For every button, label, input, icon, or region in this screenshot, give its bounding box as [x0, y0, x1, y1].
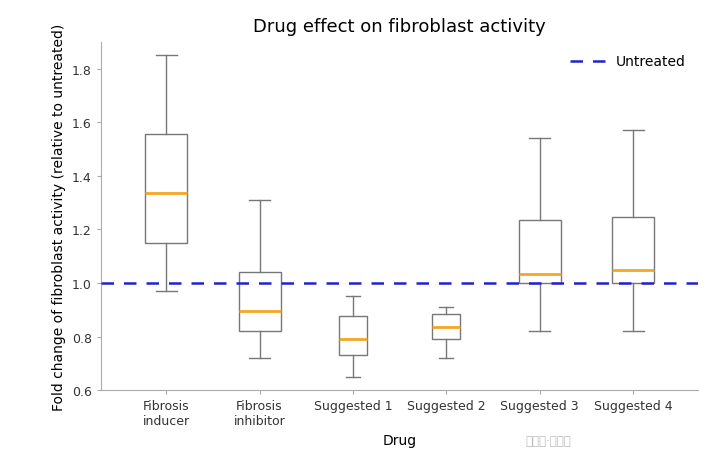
Y-axis label: Fold change of fibroblast activity (relative to untreated): Fold change of fibroblast activity (rela… — [53, 23, 66, 410]
PathPatch shape — [339, 317, 367, 356]
Title: Drug effect on fibroblast activity: Drug effect on fibroblast activity — [253, 18, 546, 36]
PathPatch shape — [612, 218, 654, 283]
Text: 公众号·量子位: 公众号·量子位 — [526, 435, 572, 447]
Legend: Untreated: Untreated — [564, 50, 691, 75]
PathPatch shape — [432, 314, 460, 339]
PathPatch shape — [145, 135, 187, 243]
PathPatch shape — [238, 273, 281, 331]
PathPatch shape — [518, 220, 561, 283]
X-axis label: Drug: Drug — [382, 433, 417, 447]
